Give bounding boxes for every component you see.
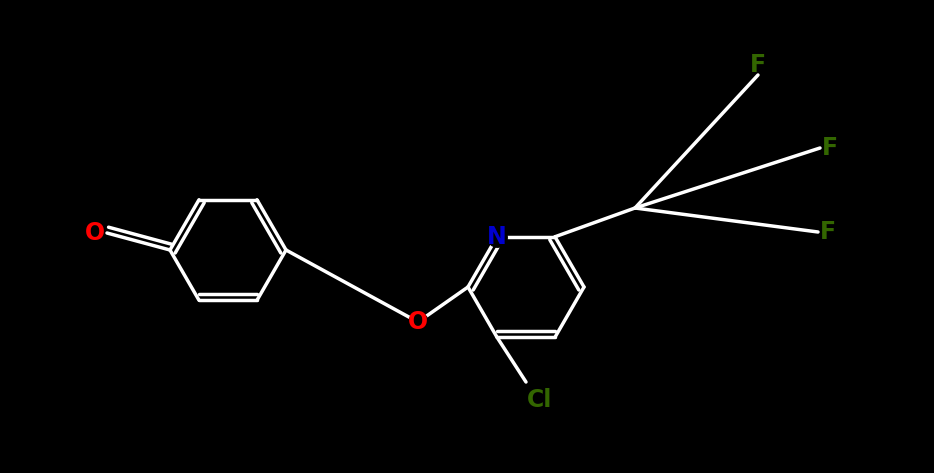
Text: Cl: Cl	[528, 388, 553, 412]
Text: O: O	[408, 310, 428, 334]
Text: O: O	[85, 221, 105, 245]
Text: F: F	[820, 220, 836, 244]
Text: F: F	[822, 136, 838, 160]
Text: N: N	[488, 225, 507, 249]
Text: F: F	[750, 53, 766, 77]
